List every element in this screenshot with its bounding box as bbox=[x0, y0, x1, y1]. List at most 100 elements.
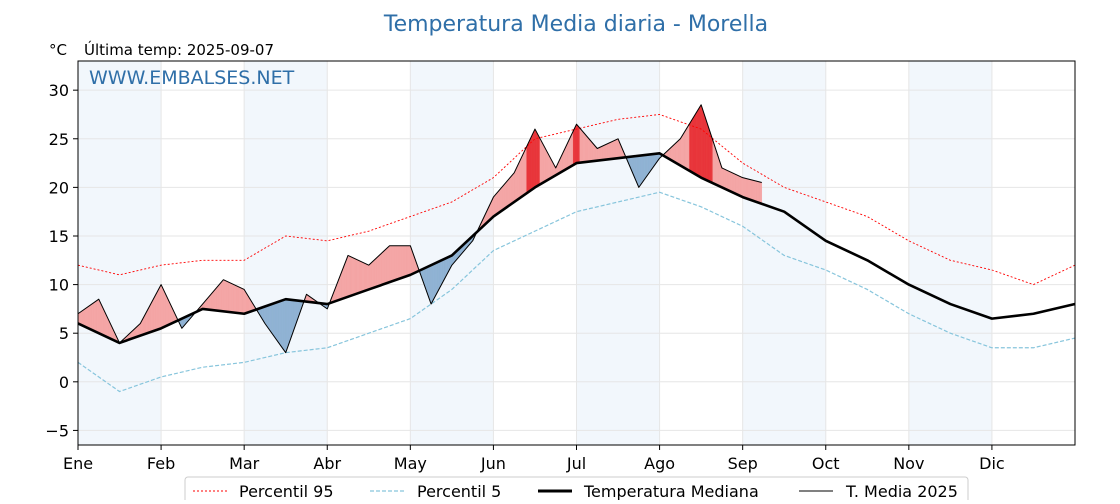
anomaly-fill-segment bbox=[586, 135, 589, 163]
anomaly-fill-segment bbox=[212, 289, 215, 311]
anomaly-fill-segment bbox=[674, 142, 677, 164]
legend-label-current: T. Media 2025 bbox=[845, 482, 958, 500]
anomaly-fill-segment bbox=[702, 109, 705, 180]
anomaly-fill-segment bbox=[430, 264, 433, 303]
anomaly-fill-segment bbox=[101, 304, 104, 336]
anomaly-fill-segment bbox=[584, 133, 587, 163]
anomaly-fill-segment bbox=[682, 131, 685, 169]
anomaly-fill-segment bbox=[506, 179, 509, 208]
anomaly-fill-segment bbox=[684, 128, 687, 170]
anomaly-fill-segment bbox=[712, 140, 715, 185]
anomaly-fill-segment bbox=[217, 284, 220, 312]
anomaly-fill-segment bbox=[155, 290, 158, 331]
anomaly-fill-segment bbox=[710, 135, 713, 184]
anomaly-fill-segment bbox=[224, 279, 227, 312]
anomaly-fill-segment bbox=[355, 258, 358, 295]
anomaly-fill-segment bbox=[494, 192, 497, 216]
anomaly-fill-segment bbox=[496, 190, 499, 215]
anomaly-fill-segment bbox=[504, 181, 507, 209]
anomaly-fill-segment bbox=[371, 260, 374, 289]
anomaly-fill-segment bbox=[378, 253, 381, 287]
anomaly-fill-segment bbox=[572, 127, 576, 166]
anomaly-fill-segment bbox=[385, 247, 388, 284]
anomaly-fill-segment bbox=[370, 261, 373, 290]
x-tick-label: Feb bbox=[147, 454, 175, 473]
anomaly-fill-segment bbox=[147, 306, 150, 334]
anomaly-fill-segment bbox=[644, 154, 647, 180]
anomaly-fill-segment bbox=[697, 106, 700, 178]
last-temp-label: Última temp: 2025-09-07 bbox=[84, 40, 274, 59]
y-tick-label: 30 bbox=[49, 81, 69, 100]
anomaly-fill-segment bbox=[571, 131, 574, 167]
anomaly-fill-segment bbox=[406, 245, 409, 277]
anomaly-fill-segment bbox=[709, 129, 712, 183]
anomaly-fill-segment bbox=[521, 153, 524, 198]
anomaly-fill-segment bbox=[745, 178, 748, 200]
anomaly-fill-segment bbox=[679, 136, 682, 167]
anomaly-fill-segment bbox=[759, 181, 762, 204]
anomaly-fill-segment bbox=[436, 261, 439, 294]
anomaly-fill-segment bbox=[581, 129, 584, 163]
anomaly-fill-segment bbox=[268, 304, 271, 333]
anomaly-fill-segment bbox=[749, 179, 752, 201]
y-tick-label: 20 bbox=[49, 178, 69, 197]
anomaly-fill-segment bbox=[714, 145, 717, 185]
anomaly-fill-segment bbox=[587, 137, 590, 162]
anomaly-fill-segment bbox=[238, 286, 242, 314]
anomaly-fill-segment bbox=[601, 145, 604, 161]
anomaly-fill-segment bbox=[345, 257, 348, 298]
anomaly-fill-segment bbox=[356, 259, 360, 294]
x-tick-label: May bbox=[394, 454, 427, 473]
anomaly-fill-segment bbox=[574, 124, 577, 165]
anomaly-fill-segment bbox=[365, 263, 368, 291]
anomaly-fill-segment bbox=[677, 139, 680, 166]
x-tick-label: Dic bbox=[979, 454, 1005, 473]
y-tick-label: −5 bbox=[45, 421, 69, 440]
unit-label: °C bbox=[49, 41, 67, 59]
anomaly-fill-segment bbox=[287, 299, 290, 349]
anomaly-fill-segment bbox=[680, 133, 684, 168]
anomaly-fill-segment bbox=[695, 109, 698, 177]
anomaly-fill-segment bbox=[165, 295, 168, 327]
x-tick-label: Nov bbox=[893, 454, 924, 473]
anomaly-fill-segment bbox=[672, 143, 675, 163]
anomaly-fill-segment bbox=[689, 120, 692, 173]
anomaly-fill-segment bbox=[685, 125, 689, 171]
anomaly-fill-segment bbox=[401, 245, 404, 279]
month-bands bbox=[78, 61, 992, 445]
anomaly-fill-segment bbox=[214, 287, 217, 311]
anomaly-fill-segment bbox=[579, 127, 582, 163]
anomaly-fill-segment bbox=[724, 168, 727, 190]
anomaly-fill-segment bbox=[237, 286, 240, 314]
legend-label-p95: Percentil 95 bbox=[239, 482, 334, 500]
anomaly-fill-segment bbox=[275, 301, 278, 342]
anomaly-fill-segment bbox=[548, 153, 551, 180]
anomaly-fill-segment bbox=[360, 260, 363, 293]
anomaly-fill-segment bbox=[152, 296, 155, 332]
anomaly-fill-segment bbox=[160, 284, 163, 329]
anomaly-fill-segment bbox=[597, 147, 600, 161]
anomaly-fill-segment bbox=[569, 134, 572, 168]
anomaly-fill-segment bbox=[676, 140, 679, 165]
anomaly-fill-segment bbox=[240, 287, 243, 314]
anomaly-fill-segment bbox=[150, 300, 153, 333]
series-lines bbox=[77, 104, 1076, 393]
anomaly-fill-segment bbox=[154, 293, 157, 331]
anomaly-fill-segment bbox=[92, 301, 95, 332]
anomaly-fill-segment bbox=[602, 144, 605, 161]
anomaly-fill-segment bbox=[582, 131, 586, 163]
anomaly-fill-segment bbox=[265, 305, 268, 328]
anomaly-fill-segment bbox=[395, 245, 398, 281]
anomaly-fill-segment bbox=[272, 302, 275, 337]
anomaly-fill-segment bbox=[543, 144, 546, 183]
anomaly-fill-segment bbox=[528, 139, 531, 193]
anomaly-fill-segment bbox=[704, 114, 707, 181]
anomaly-fill-segment bbox=[641, 155, 644, 185]
anomaly-fill-segment bbox=[282, 299, 285, 351]
anomaly-fill-segment bbox=[280, 300, 283, 349]
anomaly-fill-segment bbox=[343, 261, 346, 299]
anomaly-fill-segment bbox=[381, 250, 384, 286]
anomaly-fill-segment bbox=[438, 260, 441, 291]
anomaly-fill-segment bbox=[534, 128, 537, 188]
anomaly-fill-segment bbox=[227, 281, 230, 313]
